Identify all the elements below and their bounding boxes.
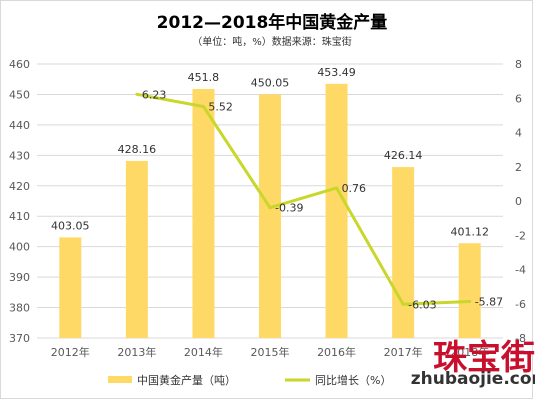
bar-label: 403.05 bbox=[51, 219, 90, 232]
growth-label: -0.39 bbox=[275, 202, 303, 215]
x-tick: 2013年 bbox=[117, 345, 156, 359]
y-left-tick: 380 bbox=[9, 302, 30, 315]
y-right-tick: -2 bbox=[515, 229, 526, 242]
bar bbox=[192, 88, 215, 338]
watermark-cn: 珠宝街 bbox=[433, 338, 535, 378]
bar bbox=[458, 243, 481, 338]
x-tick: 2017年 bbox=[384, 345, 423, 359]
y-left-tick: 410 bbox=[9, 210, 30, 223]
y-left-tick: 390 bbox=[9, 271, 30, 284]
y-left-tick: 370 bbox=[9, 332, 30, 345]
bar bbox=[125, 160, 148, 338]
growth-point bbox=[201, 104, 205, 108]
growth-point bbox=[335, 186, 339, 190]
growth-point bbox=[401, 302, 405, 306]
growth-label: 5.52 bbox=[208, 100, 233, 113]
bar-label: 401.12 bbox=[450, 225, 489, 238]
bars bbox=[59, 83, 481, 338]
x-tick: 2014年 bbox=[184, 345, 223, 359]
x-tick: 2016年 bbox=[317, 345, 356, 359]
growth-point bbox=[468, 300, 472, 304]
legend-swatch-production bbox=[108, 376, 132, 383]
x-tick: 2018年 bbox=[450, 345, 489, 359]
watermark-logo: 珠宝街 zhubaojie.com bbox=[411, 338, 535, 389]
growth-point bbox=[135, 92, 139, 96]
y-right-tick: -4 bbox=[515, 264, 526, 277]
growth-label: -5.87 bbox=[475, 296, 503, 309]
growth-line-path bbox=[136, 92, 470, 306]
y-left-tick: 460 bbox=[9, 58, 30, 71]
y-left-tick: 450 bbox=[9, 88, 30, 101]
y-left-tick: 400 bbox=[9, 241, 30, 254]
growth-label: 0.76 bbox=[342, 182, 367, 195]
growth-line bbox=[135, 92, 472, 306]
chart-title: 2012—2018年中国黄金产量 bbox=[157, 12, 388, 33]
y-right-tick: 4 bbox=[515, 127, 522, 140]
y-right-tick: 2 bbox=[515, 161, 522, 174]
y-right-tick: -6 bbox=[515, 298, 526, 311]
y-right-tick: -8 bbox=[515, 332, 526, 345]
bar-label: 428.16 bbox=[118, 143, 157, 156]
x-tick: 2012年 bbox=[51, 345, 90, 359]
legend-label-growth: 同比增长（%） bbox=[315, 373, 391, 387]
bar bbox=[392, 167, 415, 338]
growth-label: -6.03 bbox=[408, 298, 436, 311]
watermark-en: zhubaojie.com bbox=[411, 369, 535, 389]
y-right-tick: 8 bbox=[515, 58, 522, 71]
legend-label-production: 中国黄金产量（吨） bbox=[137, 373, 236, 387]
x-tick: 2015年 bbox=[251, 345, 290, 359]
bar bbox=[259, 94, 281, 338]
bar-label: 451.8 bbox=[188, 71, 220, 84]
y-right-tick: 6 bbox=[515, 92, 522, 105]
bar bbox=[325, 83, 348, 338]
chart-subtitle: （单位：吨，%）数据来源：珠宝街 bbox=[192, 35, 352, 48]
growth-label: 6.23 bbox=[142, 88, 167, 101]
data-labels: 403.05 428.16 451.8 450.05 453.49 426.14 401.1… bbox=[51, 66, 503, 311]
bar-label: 426.14 bbox=[384, 149, 423, 162]
y-left-tick: 420 bbox=[9, 180, 30, 193]
y-left-tick: 430 bbox=[9, 149, 30, 162]
y-left-tick: 440 bbox=[9, 119, 30, 132]
y-right-tick: 0 bbox=[515, 195, 522, 208]
growth-point bbox=[268, 206, 272, 210]
bar-label: 450.05 bbox=[251, 76, 290, 89]
legend: 中国黄金产量（吨） 同比增长（%） bbox=[108, 373, 391, 387]
axis-ticks: 370 380 390 400 410 420 430 440 450 460 -8 -6 -4 -2 0 2… bbox=[9, 58, 526, 359]
bar-label: 453.49 bbox=[317, 66, 356, 79]
bar bbox=[59, 237, 82, 338]
